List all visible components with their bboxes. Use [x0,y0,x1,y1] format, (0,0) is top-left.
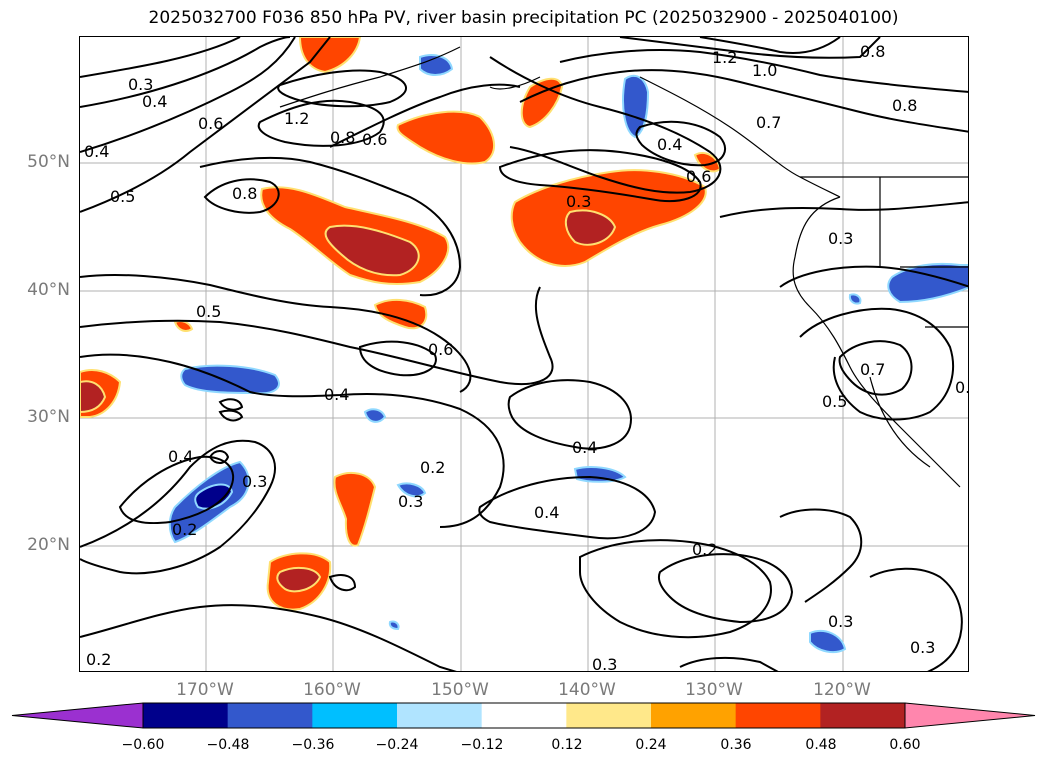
contour-label: 0.3 [828,229,853,248]
contour-label: 0.5 [110,187,135,206]
contour-label: 0.8 [860,42,885,61]
colorbar-tick: 0.36 [720,737,752,753]
contour-label: 0.4 [534,503,559,522]
colorbar [11,702,1036,729]
contour-label: 0.3 [566,192,591,211]
colorbar-tick: −0.60 [121,737,165,753]
contour-label: 0.7 [860,360,885,379]
contour-label: 0.8 [232,184,257,203]
lon-label-170w: 170°W [176,680,234,700]
precip-neg-se [809,630,847,654]
contour-label-group: 0.3 0.4 0.6 1.2 0.8 0.6 1.2 1.0 0.8 0.8 … [84,42,969,672]
lat-label-40n: 40°N [27,280,70,300]
pv-contours [80,37,968,671]
colorbar-segment [143,703,229,728]
colorbar-segment [735,703,821,728]
contour-label: 0.8 [892,96,917,115]
precip-core-nw-pacific [324,224,420,277]
precip-neg-east [573,466,627,483]
colorbar-tick: 0.60 [889,737,921,753]
contour-label: 0.6 [686,167,711,186]
map-panel[interactable]: 0.3 0.4 0.6 1.2 0.8 0.6 1.2 1.0 0.8 0.8 … [79,36,969,672]
precip-neg-small-4 [848,293,862,305]
colorbar-segments [11,702,1036,729]
coastlines [279,46,968,488]
colorbar-tick: 0.24 [635,737,667,753]
lon-label-140w: 140°W [558,680,616,700]
precip-neg-sw-core [194,483,234,510]
colorbar-segment [397,703,483,728]
contour-label: 0.5 [196,302,221,321]
precip-blob-mid [373,299,428,330]
colorbar-tick: −0.36 [291,737,335,753]
contour-label: 0.2 [172,520,197,539]
lat-label-20n: 20°N [27,535,70,555]
colorbar-extend-low [11,702,144,729]
precip-core-east-central [564,209,617,246]
contour-label: 0.7 [756,113,781,132]
precip-blob-central [396,110,495,165]
contour-label: 0.4 [168,447,193,466]
precip-blob-hawaii-north [333,471,377,547]
contour-label: 0.3 [910,638,935,657]
colorbar-tick: −0.12 [460,737,504,753]
contour-label: 0.2 [420,458,445,477]
colorbar-segment [312,703,398,728]
contour-label: 0.3 [128,75,153,94]
contour-label: 0.3 [398,492,423,511]
lon-label-160w: 160°W [303,680,361,700]
colorbar-segment [651,703,737,728]
precip-blob-top [298,37,362,74]
precip-core-west-edge [80,380,107,414]
colorbar-tick: −0.24 [375,737,419,753]
precip-neg-gulf [419,54,454,76]
precip-neg-ca [887,262,968,304]
colorbar-segment [566,703,652,728]
precip-blob-sw-small [173,319,194,332]
precip-negative-areas [168,54,968,654]
precip-core-south [276,566,322,593]
chart-title: 2025032700 F036 850 hPa PV, river basin … [148,8,899,28]
contour-label: 0.3 [828,612,853,631]
precip-neg-small-1 [363,408,387,423]
precip-neg-small-2 [396,482,427,498]
contour-label: 0.3 [955,378,969,397]
contour-label: 0.4 [142,92,167,111]
colorbar-tick: −0.48 [206,737,250,753]
lat-label-50n: 50°N [27,152,70,172]
contour-label: 0.4 [84,142,109,161]
contour-label: 0.3 [242,472,267,491]
colorbar-tick: 0.12 [551,737,583,753]
contour-label: 0.4 [324,385,349,404]
contour-label: 0.3 [592,655,617,672]
contour-label: 0.4 [657,135,682,154]
contour-label: 1.2 [712,48,737,67]
contour-label: 0.6 [198,114,223,133]
map-svg: 0.3 0.4 0.6 1.2 0.8 0.6 1.2 1.0 0.8 0.8 … [80,37,969,672]
contour-label: 0.6 [428,340,453,359]
contour-label: 0.5 [822,392,847,411]
lat-label-30n: 30°N [27,407,70,427]
contour-label: 1.2 [284,109,309,128]
lon-label-120w: 120°W [813,680,871,700]
contour-label: 0.8 [330,128,355,147]
colorbar-segment [820,703,906,728]
colorbar-tick: 0.48 [805,737,837,753]
contour-label: 1.0 [752,61,777,80]
contour-label: 0.2 [86,650,111,669]
colorbar-extend-high [904,702,1036,729]
precip-neg-small-3 [388,620,400,631]
precip-neg-bc [622,74,650,139]
contour-label: 0.4 [572,438,597,457]
colorbar-segment [481,703,567,728]
contour-label: 0.6 [362,130,387,149]
lon-label-130w: 130°W [685,680,743,700]
lon-label-150w: 150°W [431,680,489,700]
contour-label: 0.2 [692,540,717,559]
colorbar-segment [227,703,313,728]
